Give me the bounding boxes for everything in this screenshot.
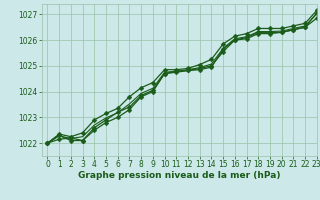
X-axis label: Graphe pression niveau de la mer (hPa): Graphe pression niveau de la mer (hPa) [78, 171, 280, 180]
